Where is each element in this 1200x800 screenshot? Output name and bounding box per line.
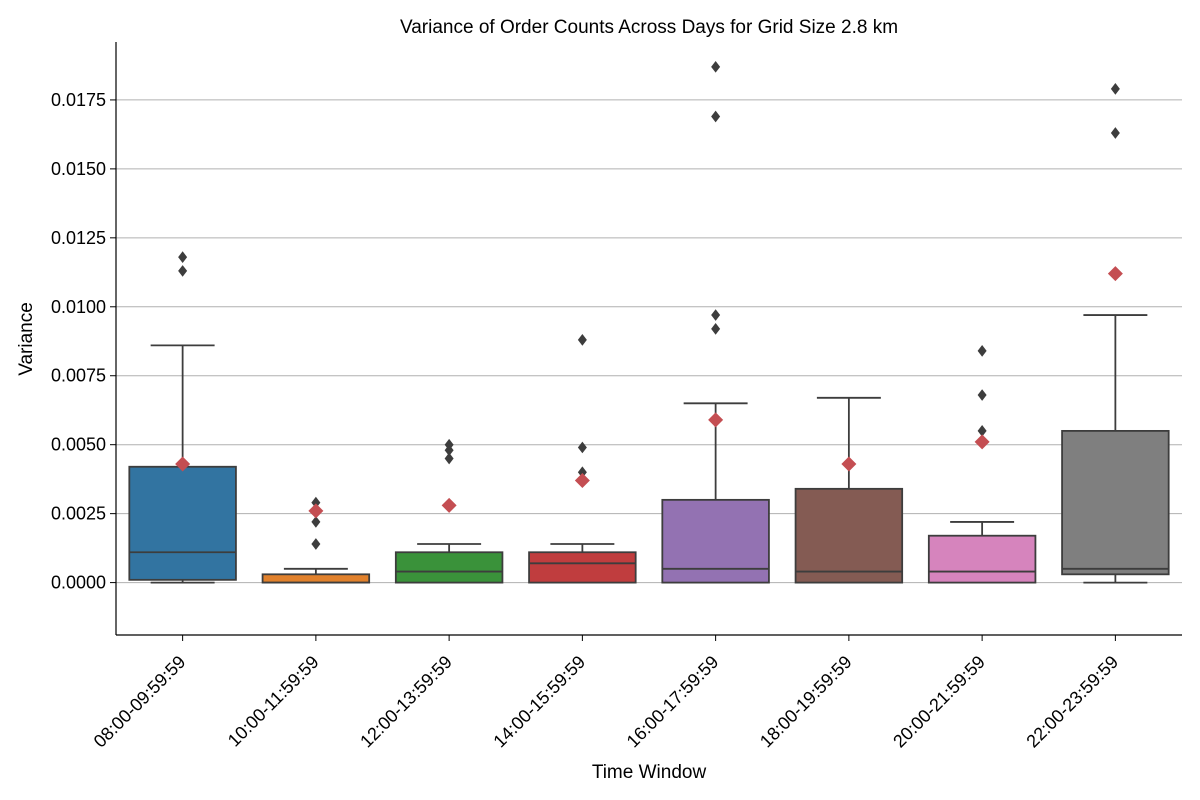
mean-marker <box>708 412 724 428</box>
outlier-point <box>1110 83 1120 95</box>
box-body <box>1061 429 1170 576</box>
outlier-point <box>311 516 321 528</box>
mean-marker <box>441 497 457 513</box>
box-1 <box>261 496 371 584</box>
x-tick-label: 22:00-23:59:59 <box>1022 652 1122 752</box>
outlier-point <box>577 466 587 479</box>
box-7 <box>1061 83 1170 584</box>
box-5 <box>794 396 904 584</box>
axes <box>110 42 1182 641</box>
outlier-point <box>711 110 721 123</box>
y-axis-title: Variance <box>16 302 37 376</box>
mean-marker <box>175 456 191 472</box>
chart-title: Variance of Order Counts Across Days for… <box>400 17 898 38</box>
outlier-point <box>311 538 321 550</box>
y-tick-label: 0.0050 <box>51 435 106 455</box>
mean-marker <box>1107 266 1123 282</box>
x-tick-label: 10:00-11:59:59 <box>224 652 323 751</box>
grid-lines <box>116 99 1182 584</box>
x-axis-title: Time Window <box>592 762 707 783</box>
x-tick-label: 16:00-17:59:59 <box>623 652 723 752</box>
y-tick-label: 0.0000 <box>51 573 106 593</box>
outlier-point <box>311 496 321 509</box>
box-body <box>927 534 1037 584</box>
box-body <box>794 487 904 584</box>
x-tick-label: 20:00-21:59:59 <box>889 652 989 752</box>
outlier-point <box>977 345 987 357</box>
x-tick-label: 14:00-15:59:59 <box>489 652 589 752</box>
outlier-point <box>444 452 454 465</box>
outlier-point <box>178 265 188 277</box>
outlier-point <box>711 322 721 335</box>
box-body <box>261 573 371 584</box>
box-0 <box>128 251 237 584</box>
y-tick-label: 0.0125 <box>51 228 106 248</box>
box-body <box>661 498 770 584</box>
box-2 <box>394 438 504 584</box>
outlier-point <box>711 60 721 73</box>
y-tick-label: 0.0025 <box>51 504 106 524</box>
outlier-point <box>444 438 454 451</box>
box-body <box>394 551 504 584</box>
outlier-point <box>178 251 188 263</box>
x-tick-label: 18:00-19:59:59 <box>756 652 856 752</box>
outlier-point <box>711 309 721 321</box>
y-tick-label: 0.0075 <box>51 366 106 386</box>
box-4 <box>661 60 770 584</box>
mean-marker <box>974 434 990 450</box>
boxes <box>128 60 1170 584</box>
outlier-point <box>1110 127 1120 139</box>
outlier-point <box>977 425 987 437</box>
box-6 <box>927 345 1037 584</box>
x-tick-label: 12:00-13:59:59 <box>356 652 456 752</box>
x-tick-label: 08:00-09:59:59 <box>90 652 190 752</box>
box-body <box>128 465 237 581</box>
box-body <box>528 551 637 584</box>
outlier-point <box>577 334 587 346</box>
y-tick-labels: 0.0000 0.0025 0.0050 0.0075 0.0100 0.0125 0.01… <box>51 90 106 593</box>
mean-marker <box>841 456 857 472</box>
outlier-point <box>977 389 987 401</box>
outlier-point <box>577 441 587 454</box>
mean-marker <box>308 503 324 519</box>
y-tick-label: 0.0100 <box>51 297 106 317</box>
x-tick-labels: 08:00-09:59:59 10:00-11:59:59 12:00-13:59:… <box>90 652 1123 752</box>
y-tick-label: 0.0175 <box>51 90 106 110</box>
mean-marker <box>574 473 590 489</box>
y-tick-label: 0.0150 <box>51 159 106 179</box>
box-3 <box>528 334 637 584</box>
